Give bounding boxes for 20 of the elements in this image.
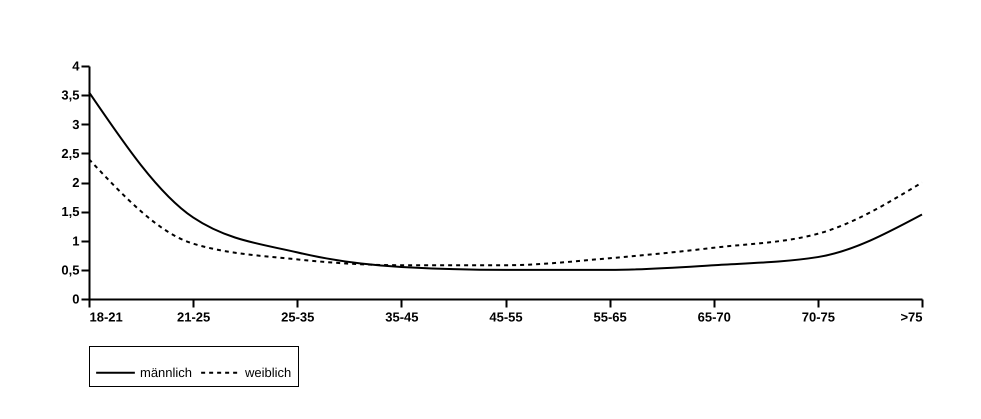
y-tick-label: 0 xyxy=(72,292,80,306)
y-tick-label: 0,5 xyxy=(61,262,80,278)
x-tick-label: >75 xyxy=(900,310,922,324)
x-tick-label: 35-45 xyxy=(385,310,418,324)
x-tick-label: 65-70 xyxy=(698,310,731,324)
legend-label: weiblich xyxy=(244,364,292,380)
x-tick-label: 45-55 xyxy=(489,310,523,324)
y-tick-label: 2,5 xyxy=(61,146,80,161)
y-tick-label: 3,5 xyxy=(61,88,80,103)
y-tick-label: 1,5 xyxy=(61,204,80,220)
y-tick-label: 4 xyxy=(72,58,80,74)
x-tick-label: 18-21 xyxy=(90,310,123,324)
x-tick-label: 55-65 xyxy=(594,310,627,324)
y-tick-label: 2 xyxy=(72,175,80,190)
y-tick-label: 1 xyxy=(72,233,80,248)
legend-label: männlich xyxy=(140,364,192,380)
y-tick-label: 3 xyxy=(72,116,80,132)
x-tick-label: 21-25 xyxy=(177,310,210,324)
x-tick-label: 70-75 xyxy=(802,310,835,324)
x-tick-label: 25-35 xyxy=(281,310,314,324)
